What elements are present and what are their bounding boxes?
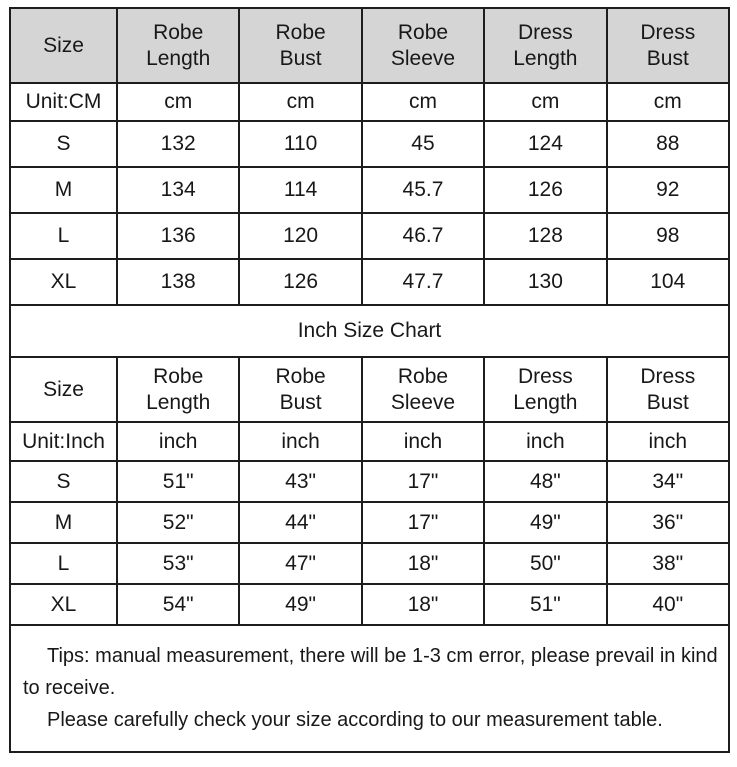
inch-header-dress-length: Dress Length bbox=[483, 356, 608, 423]
value-cell: 50" bbox=[483, 542, 608, 585]
value-cell: 17" bbox=[360, 460, 486, 503]
cm-row-l: L 136 120 46.7 128 98 bbox=[9, 212, 731, 260]
cm-row-xl: XL 138 126 47.7 130 104 bbox=[9, 258, 731, 306]
tips-line-2: Please carefully check your size accordi… bbox=[47, 709, 663, 731]
value-cell: 134 bbox=[115, 166, 241, 214]
value-cell: 45.7 bbox=[360, 166, 486, 214]
size-label: M bbox=[9, 501, 118, 544]
value-cell: 126 bbox=[238, 258, 363, 306]
size-label: S bbox=[9, 120, 118, 168]
value-cell: 47" bbox=[238, 542, 363, 585]
inch-header-robe-length: Robe Length bbox=[115, 356, 241, 423]
inch-header-robe-bust: Robe Bust bbox=[238, 356, 363, 423]
value-cell: 120 bbox=[238, 212, 363, 260]
inch-unit-cell: inch bbox=[238, 421, 363, 462]
cm-unit-row: Unit:CM cm cm cm cm cm bbox=[9, 82, 731, 122]
value-cell: 45 bbox=[360, 120, 486, 168]
value-cell: 36" bbox=[605, 501, 731, 544]
tips-line-1: Tips: manual measurement, there will be … bbox=[23, 645, 718, 699]
value-cell: 44" bbox=[238, 501, 363, 544]
size-label: L bbox=[9, 212, 118, 260]
value-cell: 46.7 bbox=[360, 212, 486, 260]
value-cell: 98 bbox=[605, 212, 731, 260]
inch-unit-label: Unit:Inch bbox=[9, 421, 118, 462]
size-label: S bbox=[9, 460, 118, 503]
size-label: M bbox=[9, 166, 118, 214]
value-cell: 124 bbox=[483, 120, 608, 168]
value-cell: 110 bbox=[238, 120, 363, 168]
value-cell: 40" bbox=[605, 583, 731, 626]
inch-unit-cell: inch bbox=[483, 421, 608, 462]
inch-chart-title: Inch Size Chart bbox=[9, 304, 730, 358]
inch-row-l: L 53" 47" 18" 50" 38" bbox=[9, 542, 731, 585]
tips-text: Tips: manual measurement, there will be … bbox=[23, 640, 718, 736]
value-cell: 136 bbox=[115, 212, 241, 260]
value-cell: 18" bbox=[360, 542, 486, 585]
cm-unit-cell: cm bbox=[605, 82, 731, 122]
value-cell: 17" bbox=[360, 501, 486, 544]
inch-row-m: M 52" 44" 17" 49" 36" bbox=[9, 501, 731, 544]
value-cell: 138 bbox=[115, 258, 241, 306]
inch-row-s: S 51" 43" 17" 48" 34" bbox=[9, 460, 731, 503]
tips-cell: Tips: manual measurement, there will be … bbox=[9, 624, 730, 753]
size-label: XL bbox=[9, 258, 118, 306]
inch-unit-row: Unit:Inch inch inch inch inch inch bbox=[9, 421, 731, 462]
cm-row-s: S 132 110 45 124 88 bbox=[9, 120, 731, 168]
inch-header-dress-bust: Dress Bust bbox=[605, 356, 731, 423]
inch-header-robe-sleeve: Robe Sleeve bbox=[360, 356, 486, 423]
cm-header-robe-bust: Robe Bust bbox=[238, 7, 363, 84]
inch-unit-cell: inch bbox=[605, 421, 731, 462]
value-cell: 38" bbox=[605, 542, 731, 585]
cm-unit-cell: cm bbox=[238, 82, 363, 122]
inch-title-row: Inch Size Chart bbox=[9, 304, 730, 358]
cm-unit-cell: cm bbox=[360, 82, 486, 122]
inch-header-row: Size Robe Length Robe Bust Robe Sleeve D… bbox=[9, 356, 731, 423]
value-cell: 126 bbox=[483, 166, 608, 214]
cm-header-dress-length: Dress Length bbox=[483, 7, 608, 84]
cm-unit-cell: cm bbox=[115, 82, 241, 122]
inch-unit-cell: inch bbox=[360, 421, 486, 462]
inch-row-xl: XL 54" 49" 18" 51" 40" bbox=[9, 583, 731, 626]
value-cell: 128 bbox=[483, 212, 608, 260]
value-cell: 132 bbox=[115, 120, 241, 168]
cm-header-robe-sleeve: Robe Sleeve bbox=[360, 7, 486, 84]
inch-unit-cell: inch bbox=[115, 421, 241, 462]
value-cell: 52" bbox=[115, 501, 241, 544]
cm-header-robe-length: Robe Length bbox=[115, 7, 241, 84]
cm-row-m: M 134 114 45.7 126 92 bbox=[9, 166, 731, 214]
cm-header-dress-bust: Dress Bust bbox=[605, 7, 731, 84]
value-cell: 49" bbox=[238, 583, 363, 626]
cm-header-row: Size Robe Length Robe Bust Robe Sleeve D… bbox=[9, 7, 731, 84]
value-cell: 47.7 bbox=[360, 258, 486, 306]
value-cell: 130 bbox=[483, 258, 608, 306]
value-cell: 92 bbox=[605, 166, 731, 214]
value-cell: 48" bbox=[483, 460, 608, 503]
size-chart-table: Size Robe Length Robe Bust Robe Sleeve D… bbox=[9, 7, 731, 753]
cm-header-size: Size bbox=[9, 7, 118, 84]
cm-unit-label: Unit:CM bbox=[9, 82, 118, 122]
value-cell: 51" bbox=[115, 460, 241, 503]
tips-row: Tips: manual measurement, there will be … bbox=[9, 624, 730, 753]
value-cell: 49" bbox=[483, 501, 608, 544]
value-cell: 43" bbox=[238, 460, 363, 503]
size-label: L bbox=[9, 542, 118, 585]
value-cell: 53" bbox=[115, 542, 241, 585]
cm-unit-cell: cm bbox=[483, 82, 608, 122]
value-cell: 51" bbox=[483, 583, 608, 626]
value-cell: 114 bbox=[238, 166, 363, 214]
value-cell: 34" bbox=[605, 460, 731, 503]
value-cell: 104 bbox=[605, 258, 731, 306]
value-cell: 18" bbox=[360, 583, 486, 626]
inch-header-size: Size bbox=[9, 356, 118, 423]
size-label: XL bbox=[9, 583, 118, 626]
value-cell: 88 bbox=[605, 120, 731, 168]
value-cell: 54" bbox=[115, 583, 241, 626]
